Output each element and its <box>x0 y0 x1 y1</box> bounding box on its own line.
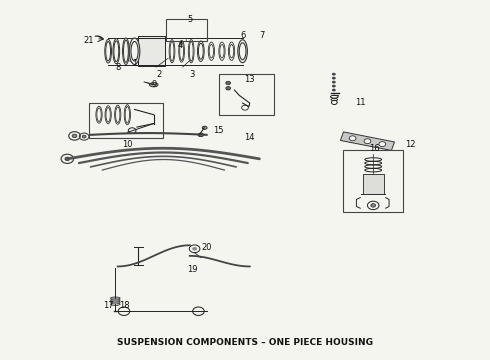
Text: 11: 11 <box>355 98 366 107</box>
Circle shape <box>226 81 231 85</box>
Text: 7: 7 <box>259 31 265 40</box>
Circle shape <box>332 81 336 84</box>
Text: 6: 6 <box>240 31 245 40</box>
Ellipse shape <box>202 126 207 129</box>
Circle shape <box>226 86 231 90</box>
Ellipse shape <box>179 40 185 62</box>
Ellipse shape <box>169 40 175 63</box>
Ellipse shape <box>114 41 119 62</box>
Circle shape <box>349 136 356 141</box>
Ellipse shape <box>97 108 101 121</box>
Ellipse shape <box>123 40 128 62</box>
Bar <box>219 74 274 115</box>
Ellipse shape <box>125 107 129 123</box>
Circle shape <box>65 157 70 161</box>
Circle shape <box>364 139 371 144</box>
Text: 18: 18 <box>119 301 129 310</box>
Bar <box>89 103 163 138</box>
Circle shape <box>192 247 197 251</box>
Ellipse shape <box>96 106 102 123</box>
Text: 14: 14 <box>245 133 255 142</box>
Ellipse shape <box>124 105 130 125</box>
Text: 2: 2 <box>156 70 161 79</box>
Ellipse shape <box>208 42 215 60</box>
Text: 13: 13 <box>245 75 255 84</box>
Ellipse shape <box>220 45 224 58</box>
Text: 1: 1 <box>132 59 137 68</box>
Bar <box>363 174 384 194</box>
Ellipse shape <box>209 45 214 58</box>
Ellipse shape <box>131 41 138 61</box>
Text: 10: 10 <box>122 140 133 149</box>
Ellipse shape <box>198 43 203 59</box>
Ellipse shape <box>228 42 235 60</box>
Text: 19: 19 <box>187 265 197 274</box>
Ellipse shape <box>105 39 112 63</box>
Bar <box>341 132 394 150</box>
Text: 17: 17 <box>103 301 114 310</box>
Ellipse shape <box>198 133 204 136</box>
Ellipse shape <box>170 41 174 61</box>
Bar <box>343 150 403 212</box>
Ellipse shape <box>111 301 120 303</box>
Ellipse shape <box>111 299 120 301</box>
Ellipse shape <box>111 297 120 300</box>
Circle shape <box>332 77 336 80</box>
Ellipse shape <box>238 40 247 63</box>
Text: 16: 16 <box>369 144 380 153</box>
Ellipse shape <box>180 42 184 60</box>
Text: 4: 4 <box>177 41 183 50</box>
Ellipse shape <box>113 39 120 64</box>
Ellipse shape <box>229 45 234 58</box>
Circle shape <box>371 204 376 207</box>
Text: SUSPENSION COMPONENTS – ONE PIECE HOUSING: SUSPENSION COMPONENTS – ONE PIECE HOUSIN… <box>117 338 373 347</box>
Ellipse shape <box>106 41 111 61</box>
Ellipse shape <box>106 108 110 122</box>
Ellipse shape <box>129 38 140 64</box>
Ellipse shape <box>149 83 158 87</box>
Ellipse shape <box>189 41 193 61</box>
Circle shape <box>82 135 86 138</box>
Text: 20: 20 <box>201 243 212 252</box>
Ellipse shape <box>197 41 204 62</box>
Text: 9: 9 <box>151 80 156 89</box>
Text: 8: 8 <box>115 63 121 72</box>
Ellipse shape <box>188 40 194 63</box>
Ellipse shape <box>116 107 120 122</box>
Ellipse shape <box>105 106 111 124</box>
Circle shape <box>379 141 386 147</box>
Text: 5: 5 <box>187 15 193 24</box>
Ellipse shape <box>239 43 246 60</box>
Text: 12: 12 <box>405 140 416 149</box>
Circle shape <box>72 134 77 138</box>
Ellipse shape <box>122 38 129 64</box>
Bar <box>138 36 165 66</box>
Ellipse shape <box>219 42 225 60</box>
Bar <box>166 19 207 41</box>
Text: 21: 21 <box>84 36 94 45</box>
Ellipse shape <box>111 303 120 305</box>
Text: 15: 15 <box>213 126 224 135</box>
Text: 3: 3 <box>190 70 195 79</box>
Circle shape <box>332 89 336 91</box>
Circle shape <box>332 85 336 87</box>
Circle shape <box>332 73 336 76</box>
Ellipse shape <box>115 105 121 124</box>
